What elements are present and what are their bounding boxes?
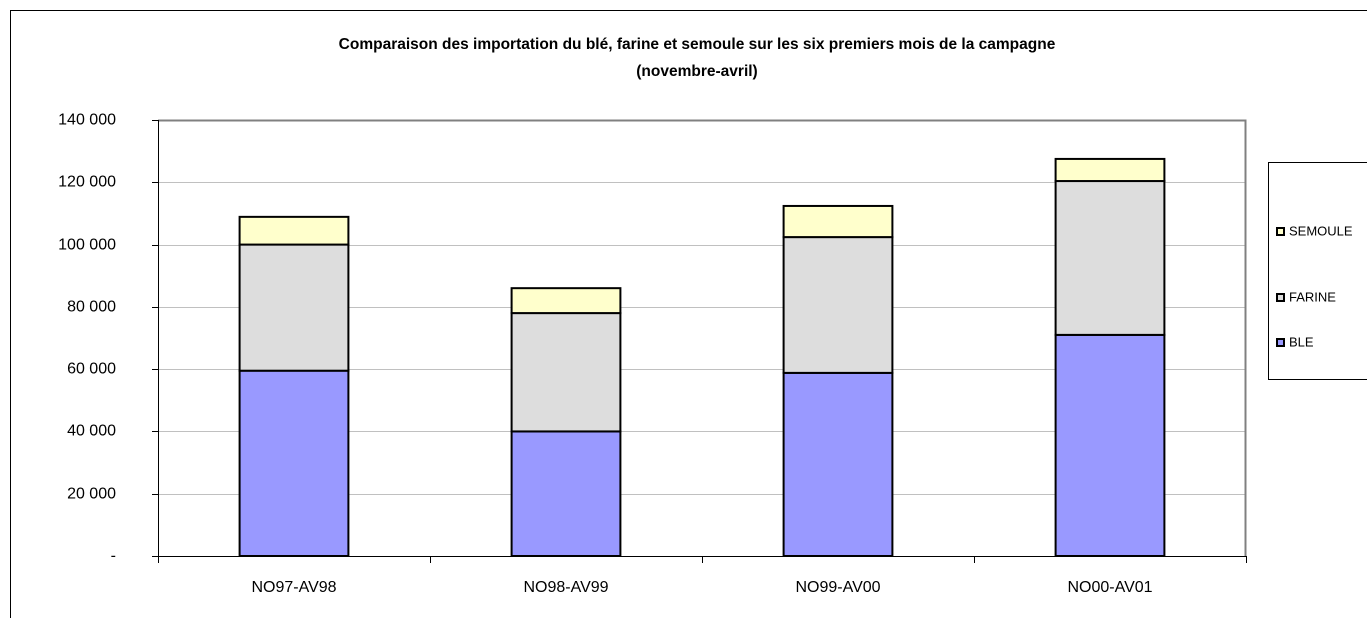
legend-label: SEMOULE [1289, 223, 1353, 238]
chart-frame [10, 10, 1367, 618]
bar-segment [782, 371, 894, 557]
bar-segment [510, 430, 622, 557]
y-tick-label: 80 000 [67, 299, 116, 316]
y-tick-label: 140 000 [58, 112, 116, 129]
x-tick-label: NO99-AV00 [795, 579, 880, 596]
bar-segment [782, 204, 894, 239]
bar-segment [1054, 333, 1166, 557]
legend-label: BLE [1289, 334, 1314, 349]
y-tick-label: 40 000 [67, 423, 116, 440]
legend-swatch [1276, 293, 1285, 302]
y-tick-label: - [111, 548, 116, 565]
bar-segment [238, 215, 350, 246]
chart-subtitle: (novembre-avril) [636, 63, 757, 80]
bar-segment [1054, 180, 1166, 336]
x-tick-label: NO00-AV01 [1067, 579, 1152, 596]
bar-segment [1054, 157, 1166, 183]
y-tick-label: 120 000 [58, 174, 116, 191]
y-tick-label: 100 000 [58, 237, 116, 254]
y-tick-label: 60 000 [67, 361, 116, 378]
bar-segment [782, 236, 894, 374]
chart-title: Comparaison des importation du blé, fari… [339, 36, 1056, 53]
bar-segment [238, 369, 350, 558]
legend-label: FARINE [1289, 289, 1336, 304]
x-tick-label: NO98-AV99 [523, 579, 608, 596]
bar-segment [510, 312, 622, 433]
y-tick-label: 20 000 [67, 486, 116, 503]
bar-segment [510, 287, 622, 315]
legend-swatch [1276, 338, 1285, 347]
plot-border [158, 119, 1247, 556]
x-tick-label: NO97-AV98 [251, 579, 336, 596]
legend-swatch [1276, 227, 1285, 236]
bar-segment [238, 243, 350, 372]
